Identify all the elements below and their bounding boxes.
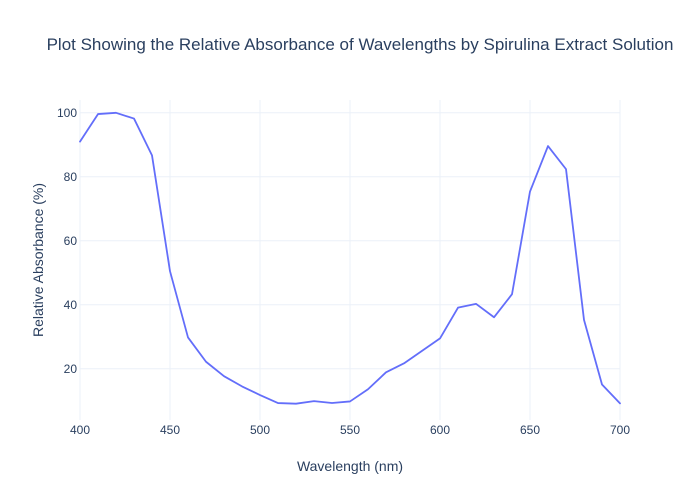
x-tick-label: 650 xyxy=(520,423,540,437)
y-tick-label: 60 xyxy=(64,234,78,248)
x-tick-label: 450 xyxy=(160,423,180,437)
chart-title: Plot Showing the Relative Absorbance of … xyxy=(47,35,674,54)
y-tick-label: 80 xyxy=(64,170,78,184)
plot-area xyxy=(79,100,621,420)
x-tick-label: 550 xyxy=(340,423,360,437)
x-tick-label: 700 xyxy=(610,423,630,437)
series-layer xyxy=(79,111,621,405)
y-tick-label: 40 xyxy=(64,298,78,312)
x-axis-title: Wavelength (nm) xyxy=(297,458,403,474)
y-axis-title: Relative Absorbance (%) xyxy=(30,183,46,337)
series-line xyxy=(79,111,621,405)
grid-lines xyxy=(79,100,621,420)
x-axis-ticks: 400 450 500 550 600 650 700 xyxy=(70,423,630,437)
y-tick-label: 20 xyxy=(64,362,78,376)
x-tick-label: 600 xyxy=(430,423,450,437)
x-tick-label: 500 xyxy=(250,423,270,437)
x-tick-label: 400 xyxy=(70,423,90,437)
y-axis-ticks: 20 40 60 80 100 xyxy=(57,106,77,376)
y-tick-label: 100 xyxy=(57,106,77,120)
